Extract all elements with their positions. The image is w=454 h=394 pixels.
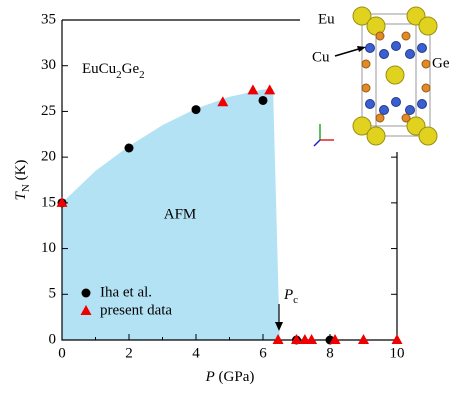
x-tick-label: 8 (326, 345, 334, 361)
inset-label: Ge (432, 55, 450, 71)
compound-part: 2 (139, 69, 145, 81)
legend-label: present data (100, 302, 172, 318)
x-axis-label: P (GPa) (205, 369, 255, 385)
compound-part: EuCu (82, 61, 117, 77)
x-tick-label: 10 (390, 345, 405, 361)
data-point (125, 144, 134, 153)
data-point (247, 84, 258, 94)
legend-marker (82, 289, 91, 298)
chart: AFM024681005101520253035P (GPa)TN (K)EuC… (0, 0, 454, 394)
compound-part: Ge (122, 61, 140, 77)
y-tick-label: 30 (41, 57, 56, 73)
data-point (392, 334, 403, 344)
pc-label: Pc (283, 287, 298, 305)
y-tick-label: 35 (41, 11, 56, 27)
inset-label: Eu (318, 11, 335, 27)
y-label-part: (K) (13, 160, 29, 185)
inset-label: Cu (312, 49, 330, 65)
x-label-part: P (205, 369, 215, 385)
data-point (259, 96, 268, 105)
data-point (306, 334, 317, 344)
x-label-part: (GPa) (215, 369, 255, 385)
data-point (358, 334, 369, 344)
y-tick-label: 15 (41, 194, 56, 210)
y-tick-label: 25 (41, 103, 56, 119)
x-tick-label: 2 (125, 345, 133, 361)
x-tick-label: 4 (192, 345, 200, 361)
y-label-part: N (20, 184, 32, 192)
data-point (192, 105, 201, 114)
y-tick-label: 20 (41, 149, 56, 165)
y-tick-label: 5 (49, 286, 57, 302)
legend-label: Iha et al. (100, 284, 152, 300)
y-tick-label: 0 (49, 331, 57, 347)
x-tick-label: 6 (259, 345, 267, 361)
y-tick-label: 10 (41, 240, 56, 256)
x-tick-label: 0 (58, 345, 66, 361)
y-axis-label: TN (K) (13, 160, 31, 201)
crystal-inset: Eu Cu Ge (300, 2, 454, 152)
region-label: AFM (164, 206, 197, 222)
compound-label: EuCu2Ge2 (82, 61, 145, 80)
pc-part: P (283, 287, 293, 303)
pc-part: c (293, 294, 298, 306)
